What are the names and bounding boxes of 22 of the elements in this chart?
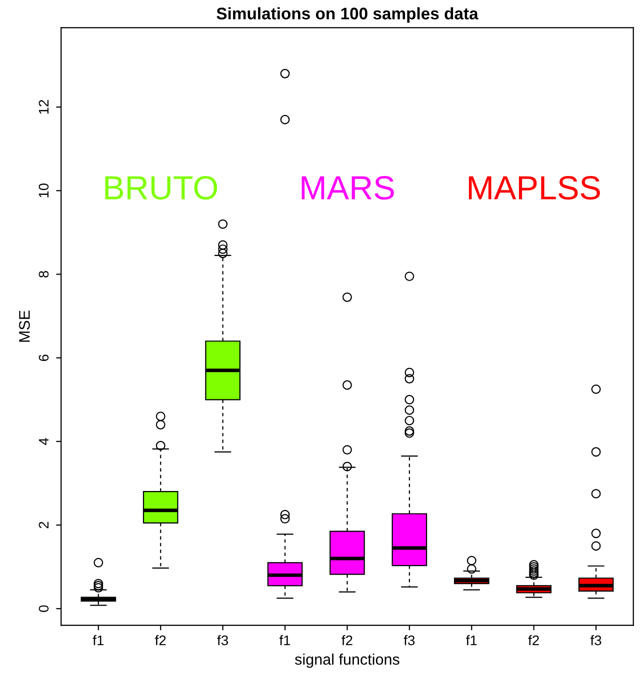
y-tick-label: 4: [38, 438, 48, 445]
x-tick-label: f1: [92, 635, 104, 646]
x-tick-label: f2: [155, 635, 166, 646]
y-axis-title: MSE: [19, 310, 30, 342]
x-tick-label: f1: [466, 635, 477, 646]
y-tick-label: 0: [38, 605, 49, 612]
x-tick-label: f2: [528, 635, 539, 646]
y-tick-label: 2: [38, 522, 48, 528]
x-axis-title: signal functions: [294, 654, 400, 668]
text: MARS: [302, 176, 394, 200]
y-tick-label: 10: [38, 183, 49, 198]
y-tick-label: 12: [38, 100, 48, 114]
x-tick-label: f2: [342, 635, 352, 646]
text: MAPLSS: [468, 176, 600, 200]
y-tick-label: 6: [38, 354, 49, 362]
x-tick-label: f3: [217, 635, 228, 646]
y-tick-label: 8: [38, 270, 49, 278]
x-tick-label: f3: [404, 635, 415, 646]
x-tick-label: f1: [279, 635, 290, 646]
text: BRUTO: [105, 176, 218, 200]
chart-title: Simulations on 100 samples data: [216, 7, 478, 23]
x-tick-label: f3: [590, 635, 602, 646]
